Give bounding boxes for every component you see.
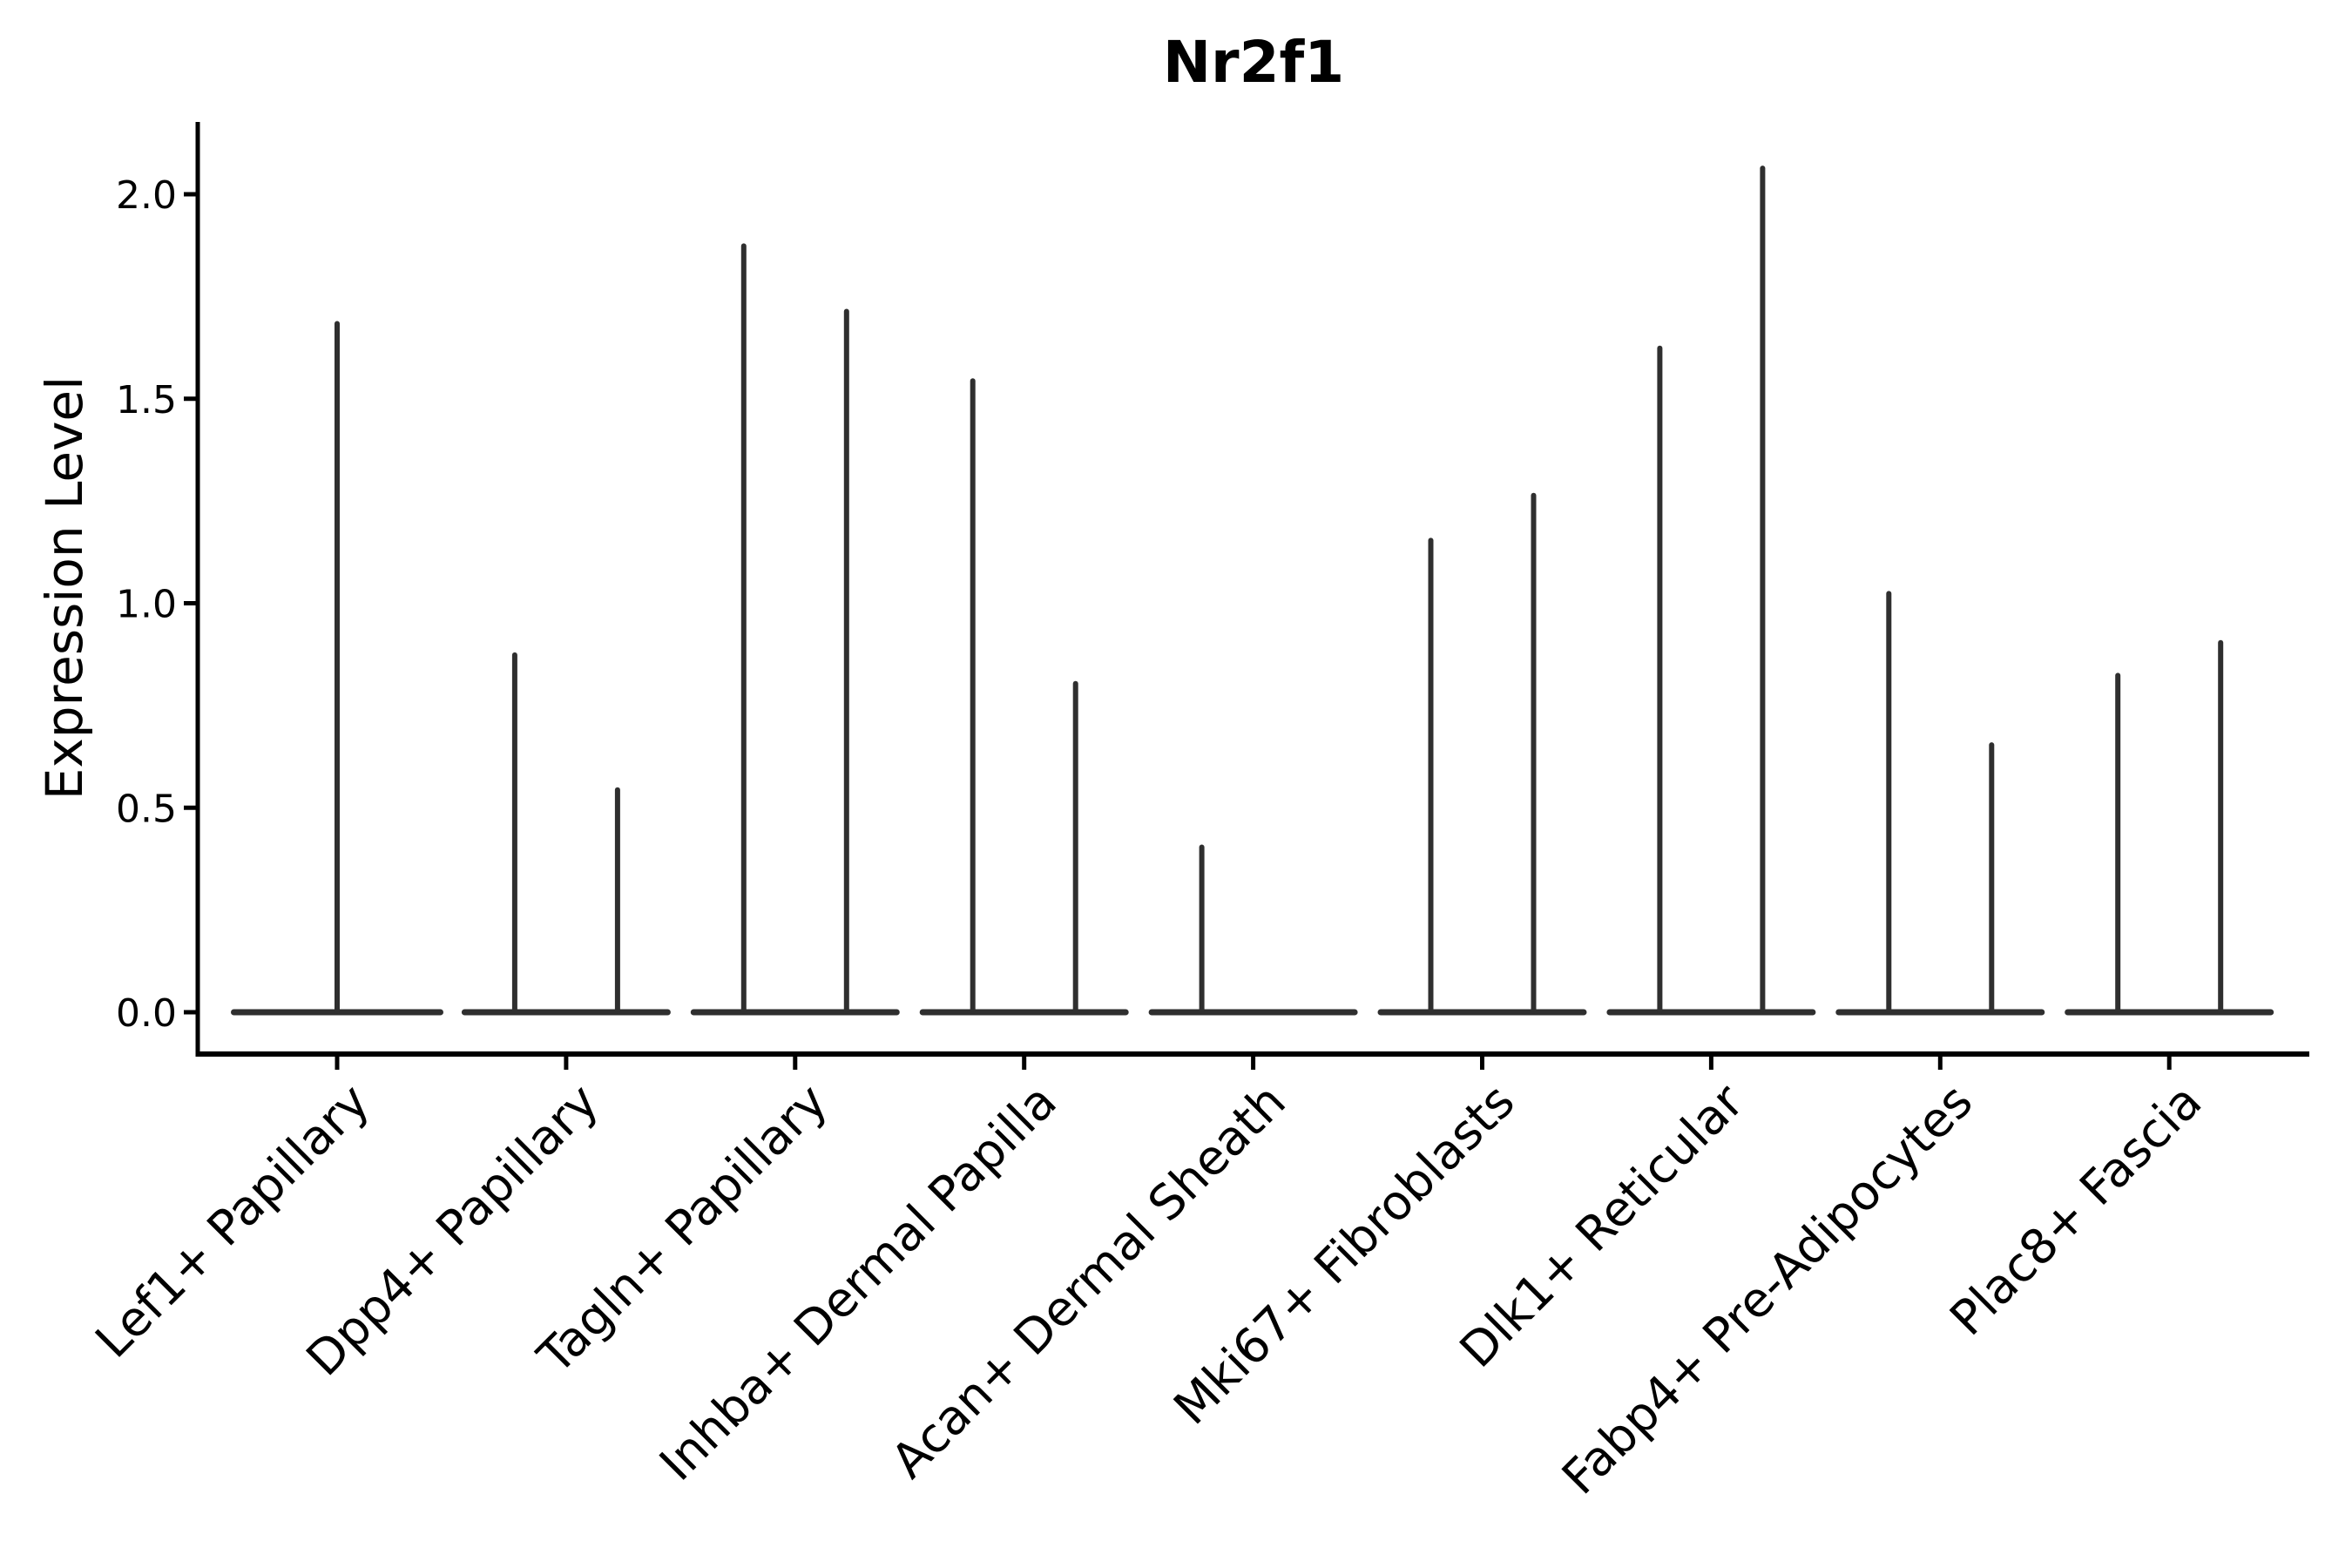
chart-title: Nr2f1 (1162, 29, 1345, 96)
violin-spike (1531, 492, 1537, 1014)
violin-spike (970, 378, 976, 1014)
violin-spike (1760, 166, 1766, 1014)
x-category-label: Fabp4+ Pre-Adipocytes (1551, 1073, 1984, 1505)
violin-spike (1072, 680, 1078, 1014)
violin-base (919, 1009, 1129, 1016)
violin-spike (843, 308, 849, 1015)
violin-spike (1428, 537, 1434, 1014)
violin-spike (335, 321, 340, 1014)
violin-spike (1657, 345, 1663, 1015)
y-tick-label: 1.5 (116, 378, 177, 422)
violin-spike (1199, 844, 1205, 1014)
violin-spike (2218, 639, 2224, 1014)
y-tick-label: 0.5 (116, 787, 177, 831)
violin-spike (614, 787, 620, 1014)
violin-base (1148, 1009, 1358, 1016)
violin-base (1377, 1009, 1587, 1016)
y-tick-label: 1.0 (116, 583, 177, 627)
x-category-label: Acan+ Dermal Sheath (881, 1073, 1296, 1489)
violin-base (2065, 1009, 2274, 1016)
violin-base (1606, 1009, 1816, 1016)
y-tick-label: 0.0 (116, 991, 177, 1036)
violin-spike (1989, 742, 1995, 1014)
x-category-label: Inhba+ Dermal Papilla (649, 1073, 1067, 1491)
violin-spike (2115, 672, 2121, 1014)
violin-spike (511, 652, 517, 1014)
violin-spike (1886, 591, 1892, 1014)
violin-base (690, 1009, 900, 1016)
violin-base (461, 1009, 671, 1016)
violin-base (1835, 1009, 2045, 1016)
y-tick-label: 2.0 (116, 173, 177, 218)
violin-spike (740, 243, 747, 1015)
